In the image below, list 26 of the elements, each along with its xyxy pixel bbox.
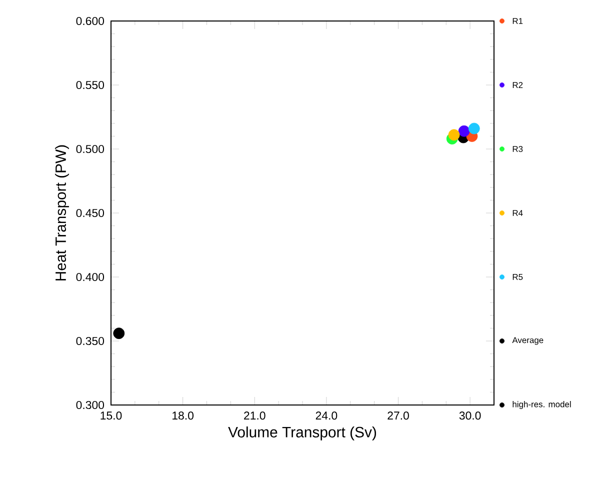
x-tick-label: 27.0 (388, 412, 409, 420)
legend-label: high-res. model (512, 401, 571, 409)
point (468, 122, 480, 134)
y-tick-label: 0.400 (76, 272, 104, 282)
legend-label: R4 (512, 210, 523, 216)
y-tick-label: 0.550 (76, 80, 104, 90)
legend-label: R1 (512, 18, 523, 24)
y-tick-label: 0.500 (76, 144, 104, 154)
x-tick-label: 30.0 (459, 412, 481, 420)
y-tick-label: 0.300 (76, 400, 104, 410)
x-tick-label: 24.0 (316, 412, 338, 420)
point (448, 129, 460, 141)
legend-label: Average (512, 337, 544, 345)
x-tick-label: 15.0 (100, 412, 122, 420)
legend-label: R5 (512, 274, 523, 280)
legend-label: R2 (512, 82, 523, 88)
legend-label: R3 (512, 146, 523, 152)
y-axis-title: Heat Transport (PW) (55, 145, 69, 280)
x-tick-label: 21.0 (244, 412, 266, 420)
x-tick-label: 18.0 (172, 412, 194, 420)
y-tick-label: 0.450 (76, 208, 104, 218)
y-tick-label: 0.350 (76, 336, 104, 346)
point (113, 328, 125, 340)
y-tick-label: 0.600 (76, 16, 104, 26)
point (458, 125, 470, 137)
x-axis-title: Volume Transport (Sv) (228, 426, 376, 440)
